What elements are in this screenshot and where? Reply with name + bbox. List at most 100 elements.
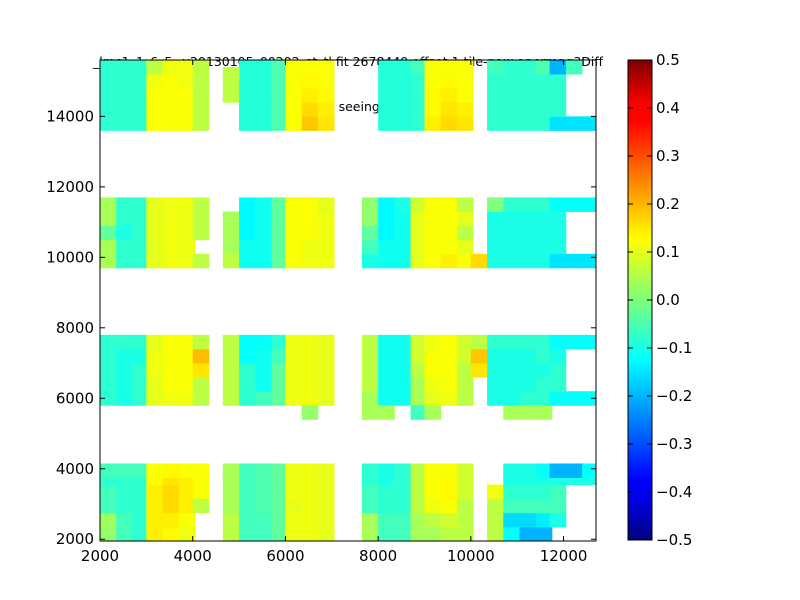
heatmap-cell [178, 74, 196, 89]
heatmap-cell [132, 377, 150, 392]
heatmap-cell [378, 102, 395, 117]
heatmap-cell [424, 512, 442, 528]
heatmap-cell [301, 526, 319, 541]
heatmap-cell [519, 60, 537, 75]
heatmap-cell [162, 463, 180, 478]
heatmap-cell [317, 60, 335, 75]
y-tick-label: 10000 [46, 248, 94, 266]
heatmap-cell [116, 377, 133, 392]
heatmap-cell [116, 239, 133, 255]
x-tick-label: 4000 [174, 547, 212, 565]
heatmap-cell [394, 484, 411, 500]
heatmap-cell [456, 526, 474, 541]
heatmap-cell [192, 484, 210, 500]
heatmap-cell [317, 391, 335, 406]
colorbar-tick-label: −0.4 [656, 483, 692, 501]
heatmap-cell [456, 239, 474, 255]
heatmap-cell [424, 88, 442, 103]
heatmap-cell [535, 391, 553, 406]
heatmap-cell [519, 391, 537, 406]
heatmap-cell [100, 526, 117, 541]
colorbar-tick-label: 0.4 [656, 99, 680, 117]
heatmap-cell [440, 484, 458, 500]
heatmap-cell [146, 197, 163, 212]
heatmap-cell [116, 334, 133, 350]
heatmap-cell [394, 211, 411, 227]
heatmap-cell [301, 74, 319, 89]
heatmap-cell [255, 363, 272, 378]
heatmap-cell [301, 253, 319, 269]
heatmap-cell [378, 377, 395, 392]
heatmap-cell [378, 116, 395, 131]
heatmap-cell [301, 484, 319, 500]
heatmap-cell [503, 498, 520, 514]
heatmap-cell [317, 197, 335, 212]
heatmap-cell [361, 363, 379, 378]
heatmap-cell [146, 60, 163, 75]
heatmap-cell [519, 253, 537, 269]
heatmap-cell [178, 463, 196, 478]
heatmap-cell [222, 377, 240, 392]
heatmap-cell [255, 463, 272, 478]
heatmap-cell [162, 526, 180, 541]
heatmap-cell [361, 463, 379, 478]
heatmap-cell [424, 60, 442, 75]
heatmap-cell [440, 526, 458, 541]
heatmap-cell [503, 74, 520, 89]
heatmap-cell [456, 348, 474, 364]
heatmap-cell [192, 211, 210, 227]
heatmap-cell [519, 239, 537, 255]
heatmap-cell [394, 102, 411, 117]
heatmap-cell [255, 60, 272, 75]
heatmap-cell [317, 253, 335, 269]
heatmap-cell [178, 334, 196, 350]
heatmap-cell [503, 377, 520, 392]
heatmap-cell [470, 348, 488, 364]
heatmap-cell [192, 334, 210, 350]
heatmap-cell [456, 253, 474, 269]
heatmap-cell [424, 225, 442, 241]
y-tick-label: 14000 [46, 107, 94, 125]
heatmap-cell [162, 363, 180, 378]
heatmap-cell [317, 211, 335, 227]
heatmap-cell [162, 348, 180, 364]
heatmap-cell [378, 239, 395, 255]
heatmap-cell [317, 348, 335, 364]
heatmap-cell [456, 60, 474, 75]
heatmap-cell [301, 60, 319, 75]
heatmap-cell [535, 88, 553, 103]
heatmap-cell [255, 88, 272, 103]
y-tick-label: 12000 [46, 178, 94, 196]
heatmap-cell [132, 211, 150, 227]
heatmap-cell [582, 391, 596, 406]
heatmap-cell [100, 74, 117, 89]
heatmap-cell [222, 348, 240, 364]
heatmap-cell [317, 363, 335, 378]
heatmap-cell [100, 239, 117, 255]
heatmap-cell [317, 377, 335, 392]
heatmap-cell [487, 512, 504, 528]
heatmap-cell [192, 102, 210, 117]
heatmap-cell [456, 363, 474, 378]
heatmap-cell [162, 74, 180, 89]
heatmap-cell [410, 363, 428, 378]
heatmap-cell [378, 225, 395, 241]
heatmap-cell [317, 225, 335, 241]
heatmap-cell [285, 363, 303, 378]
heatmap-cell [255, 253, 272, 269]
heatmap-cell [116, 74, 133, 89]
heatmap-cell [361, 405, 379, 420]
heatmap-cell [317, 88, 335, 103]
heatmap-cell [271, 334, 289, 350]
heatmap-cell [424, 391, 442, 406]
heatmap-cell [394, 391, 411, 406]
heatmap-cell [100, 88, 117, 103]
heatmap-cell [487, 334, 504, 350]
heatmap-cell [162, 498, 180, 514]
heatmap-cell [178, 391, 196, 406]
heatmap-cell [146, 225, 163, 241]
heatmap-cell [271, 484, 289, 500]
heatmap-cell [378, 60, 395, 75]
heatmap-cell [424, 253, 442, 269]
heatmap-cell [378, 512, 395, 528]
